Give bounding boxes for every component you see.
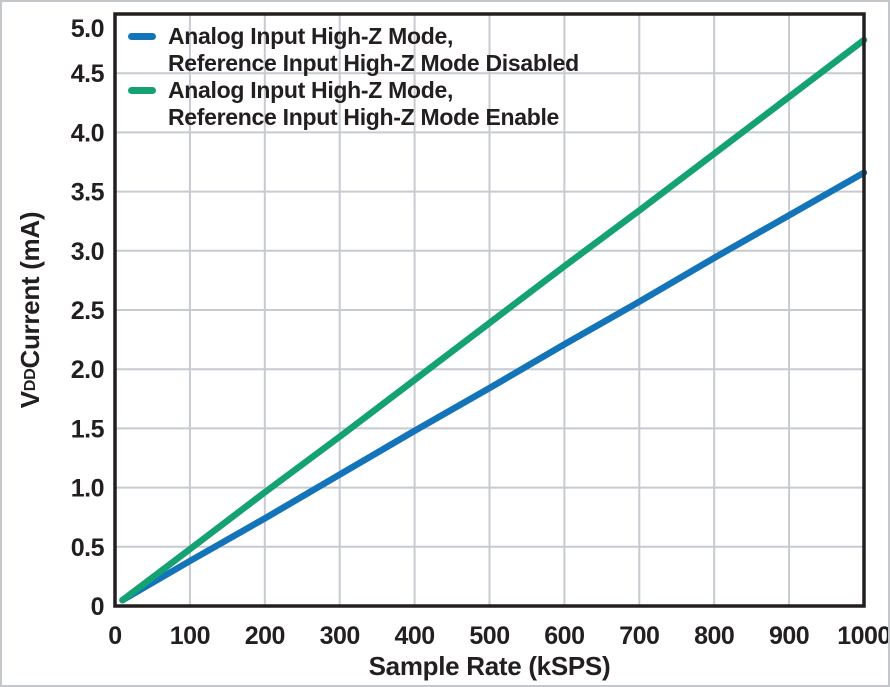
y-tick-label: 1.5: [71, 415, 105, 443]
y-tick-label: 4.0: [71, 119, 104, 147]
legend-entry-enable: Analog Input High-Z Mode, Reference Inpu…: [128, 77, 579, 131]
legend-label: Analog Input High-Z Mode, Reference Inpu…: [168, 77, 559, 131]
x-tick-label: 200: [245, 622, 285, 650]
legend-swatch-blue-line: [128, 33, 156, 40]
legend-entry-disabled: Analog Input High-Z Mode, Reference Inpu…: [128, 23, 579, 77]
y-tick-label: 0.5: [71, 534, 105, 562]
y-tick-label: 5.0: [71, 15, 104, 43]
y-tick-label: 2.0: [71, 356, 104, 384]
y-tick-label: 0: [91, 593, 104, 621]
y-tick-label: 3.0: [71, 238, 104, 266]
y-tick-label: 2.5: [71, 297, 105, 325]
series-line-0: [119, 169, 868, 604]
x-tick-label: 400: [394, 622, 434, 650]
x-tick-label: 700: [619, 622, 659, 650]
legend-label-line2: Reference Input High-Z Mode Enable: [168, 104, 560, 130]
series-line-1: [119, 36, 868, 604]
legend-label-line2: Reference Input High-Z Mode Disabled: [168, 50, 579, 76]
legend-label-line1: Analog Input High-Z Mode,: [168, 77, 454, 103]
y-axis-title-prefix: V: [14, 391, 45, 409]
x-tick-label: 900: [769, 622, 809, 650]
legend-label-line1: Analog Input High-Z Mode,: [168, 23, 454, 49]
y-axis-title-suffix: Current (mA): [14, 211, 45, 369]
chart-legend: Analog Input High-Z Mode, Reference Inpu…: [128, 23, 579, 131]
legend-label: Analog Input High-Z Mode, Reference Inpu…: [168, 23, 579, 77]
x-tick-label: 1000: [837, 622, 890, 650]
plot-frame: [113, 12, 866, 608]
x-tick-label: 0: [108, 622, 121, 650]
x-tick-label: 800: [694, 622, 734, 650]
y-tick-label: 3.5: [71, 179, 105, 207]
x-tick-label: 300: [320, 622, 360, 650]
y-tick-label: 1.0: [71, 475, 104, 503]
x-tick-label: 100: [170, 622, 210, 650]
legend-swatch-green-line: [128, 87, 156, 94]
x-axis-title: Sample Rate (kSPS): [368, 651, 611, 681]
y-axis-title: V DD Current (mA): [14, 211, 45, 409]
y-tick-label: 4.5: [71, 60, 105, 88]
x-tick-label: 600: [544, 622, 584, 650]
x-tick-label: 500: [469, 622, 509, 650]
